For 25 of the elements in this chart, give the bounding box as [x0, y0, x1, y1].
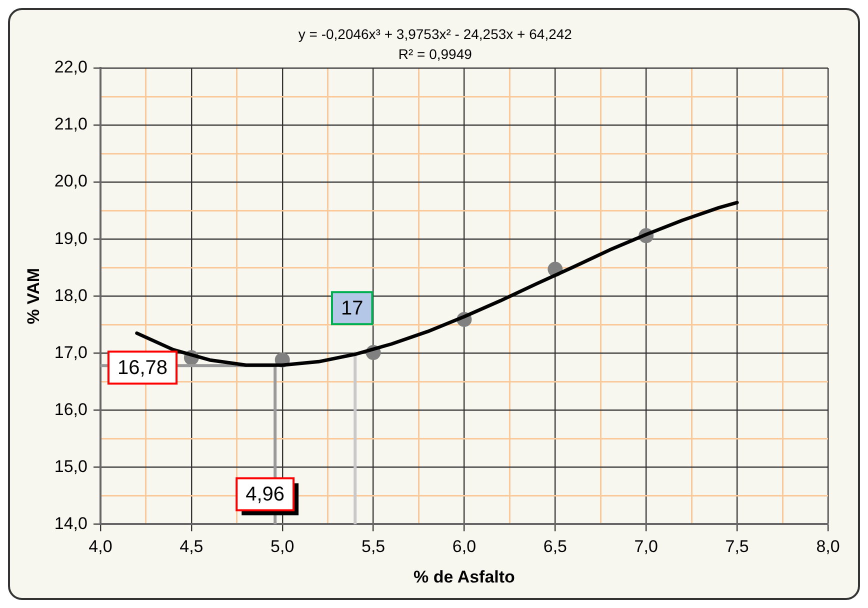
text: R² = 0,9949	[398, 46, 472, 62]
x-tick-label: 4,5	[180, 537, 204, 556]
y-tick-label: 21,0	[54, 114, 88, 134]
x-tick-label: 6,0	[452, 537, 476, 556]
y-tick-label: 20,0	[54, 172, 88, 191]
y-tick-label: 14,0	[54, 514, 88, 533]
annotation: 16,78	[117, 357, 168, 380]
x-tick-label: 5,5	[361, 537, 386, 556]
annotation: 17	[340, 298, 364, 320]
y-tick-label: 18,0	[54, 286, 88, 305]
annotation: 4,96	[246, 484, 285, 506]
x-tick-label: 7,5	[725, 537, 749, 556]
y-tick-label: 22,0	[54, 58, 88, 77]
x-axis-title: % de Asfalto	[414, 567, 515, 586]
y-axis-title: % VAM	[24, 268, 43, 324]
x-tick-label: 4,0	[88, 537, 112, 556]
x-tick-label: 6,5	[543, 537, 568, 556]
x-tick-label: 5,0	[270, 537, 294, 556]
y-tick-label: 16,0	[54, 400, 88, 419]
y-tick-label: 17,0	[54, 342, 88, 362]
text: y = -0,2046x³ + 3,9753x² - 24,253x + 64,242	[298, 26, 572, 42]
x-tick-label: 7,0	[634, 537, 658, 556]
x-tick-label: 8,0	[816, 537, 840, 556]
y-tick-label: 15,0	[54, 456, 88, 476]
y-tick-label: 19,0	[54, 228, 88, 248]
